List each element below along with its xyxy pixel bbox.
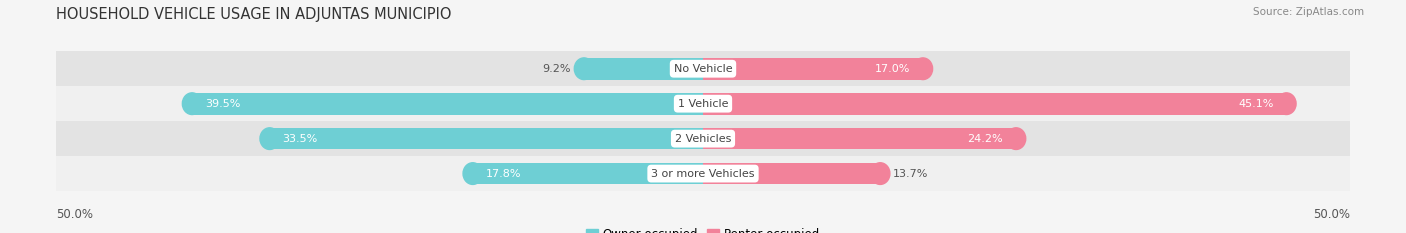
Ellipse shape xyxy=(183,93,202,115)
Text: 33.5%: 33.5% xyxy=(283,134,318,144)
Text: Source: ZipAtlas.com: Source: ZipAtlas.com xyxy=(1253,7,1364,17)
Text: 1 Vehicle: 1 Vehicle xyxy=(678,99,728,109)
Bar xyxy=(703,128,1017,150)
Ellipse shape xyxy=(1007,128,1026,150)
Bar xyxy=(703,163,880,185)
Bar xyxy=(193,93,703,114)
Bar xyxy=(583,58,703,80)
Bar xyxy=(56,121,1350,156)
Text: 24.2%: 24.2% xyxy=(967,134,1002,144)
Ellipse shape xyxy=(1277,93,1296,115)
Bar xyxy=(56,51,1350,86)
Text: 45.1%: 45.1% xyxy=(1239,99,1274,109)
Text: 13.7%: 13.7% xyxy=(893,169,928,178)
Bar xyxy=(703,58,922,80)
Bar xyxy=(472,163,703,185)
Bar xyxy=(270,128,703,150)
Legend: Owner-occupied, Renter-occupied: Owner-occupied, Renter-occupied xyxy=(586,228,820,233)
Ellipse shape xyxy=(463,163,482,185)
Ellipse shape xyxy=(260,128,280,150)
Bar xyxy=(56,156,1350,191)
Text: 9.2%: 9.2% xyxy=(543,64,571,74)
Text: 17.0%: 17.0% xyxy=(875,64,910,74)
Text: 3 or more Vehicles: 3 or more Vehicles xyxy=(651,169,755,178)
Ellipse shape xyxy=(914,58,932,79)
Text: 2 Vehicles: 2 Vehicles xyxy=(675,134,731,144)
Ellipse shape xyxy=(574,58,593,79)
Text: 17.8%: 17.8% xyxy=(485,169,522,178)
Text: 50.0%: 50.0% xyxy=(56,208,93,221)
Bar xyxy=(703,93,1286,114)
Ellipse shape xyxy=(870,163,890,185)
Text: 39.5%: 39.5% xyxy=(205,99,240,109)
Text: 50.0%: 50.0% xyxy=(1313,208,1350,221)
Bar xyxy=(56,86,1350,121)
Text: No Vehicle: No Vehicle xyxy=(673,64,733,74)
Text: HOUSEHOLD VEHICLE USAGE IN ADJUNTAS MUNICIPIO: HOUSEHOLD VEHICLE USAGE IN ADJUNTAS MUNI… xyxy=(56,7,451,22)
